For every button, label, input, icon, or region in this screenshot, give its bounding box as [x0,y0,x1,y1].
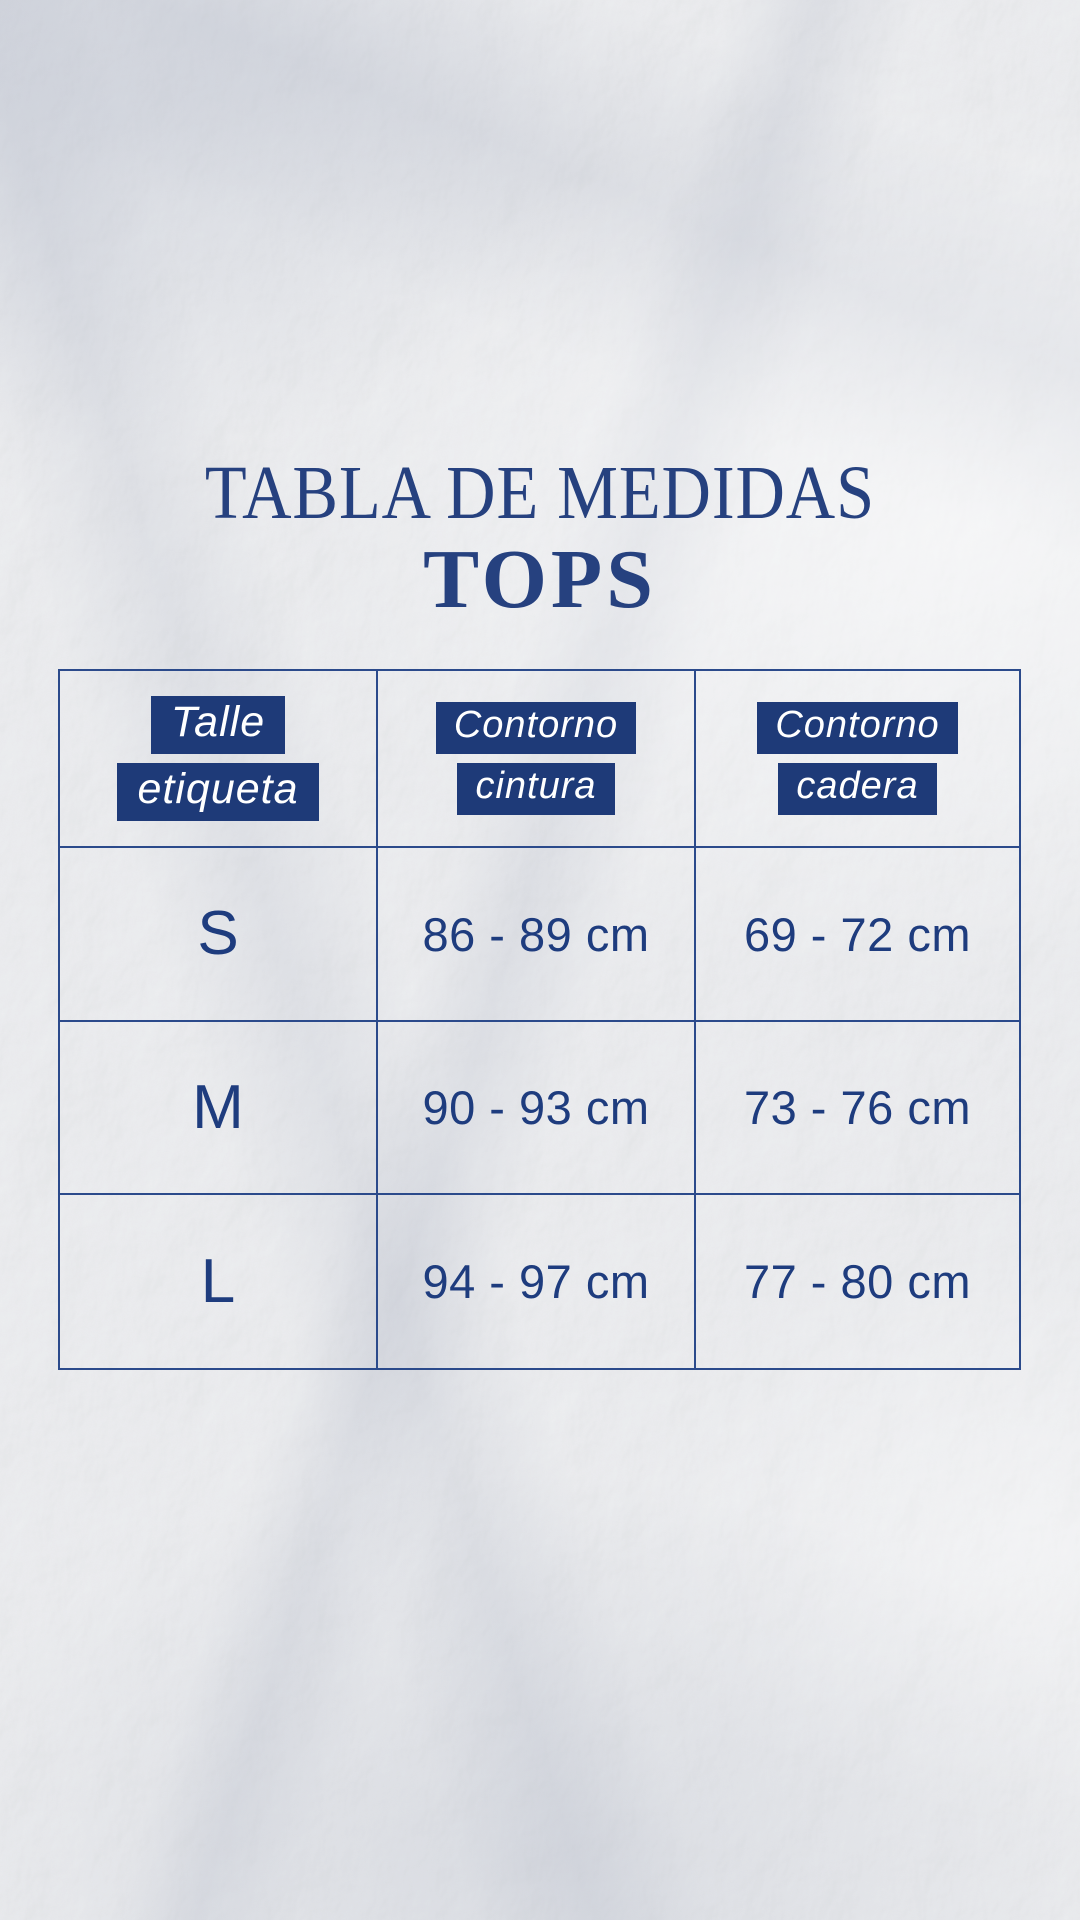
hip-value: 69 - 72 cm [743,907,972,961]
title-block: TABLA DE MEDIDAS TOPS [0,452,1080,622]
header-chip: Talle [150,695,286,754]
header-chip: etiqueta [117,763,319,822]
header-chip: cadera [778,763,937,816]
table-row-s-waist: 86 - 89 cm [378,848,696,1022]
poster-title: TABLA DE MEDIDAS [204,451,876,535]
header-chip: Contorno [435,701,637,754]
waist-value: 90 - 93 cm [422,1081,650,1134]
table-row-l-hip: 77 - 80 cm [696,1195,1019,1368]
table-row-m-waist: 90 - 93 cm [378,1022,696,1195]
table-row-l-size: L [60,1195,378,1368]
waist-value: 86 - 89 cm [422,907,650,961]
header-cell-cadera: Contorno cadera [696,671,1019,848]
size-label: S [197,899,239,968]
table-row-m-hip: 73 - 76 cm [696,1022,1019,1195]
hip-value: 77 - 80 cm [743,1255,972,1308]
table-row-l-waist: 94 - 97 cm [378,1195,696,1368]
size-table: Talle etiqueta Contorno cintura Contorno… [58,669,1021,1370]
table-row-s-hip: 69 - 72 cm [696,848,1019,1022]
header-chip: Contorno [757,701,958,754]
table-row-m-size: M [60,1022,378,1195]
waist-value: 94 - 97 cm [422,1255,650,1308]
size-label: L [200,1246,236,1316]
size-label: M [192,1072,244,1142]
header-cell-cintura: Contorno cintura [378,671,696,848]
table-row-s-size: S [60,848,378,1022]
header-cell-talle: Talle etiqueta [60,671,378,848]
poster-subtitle: TOPS [423,533,657,627]
hip-value: 73 - 76 cm [743,1081,972,1134]
header-chip: cintura [457,763,615,816]
